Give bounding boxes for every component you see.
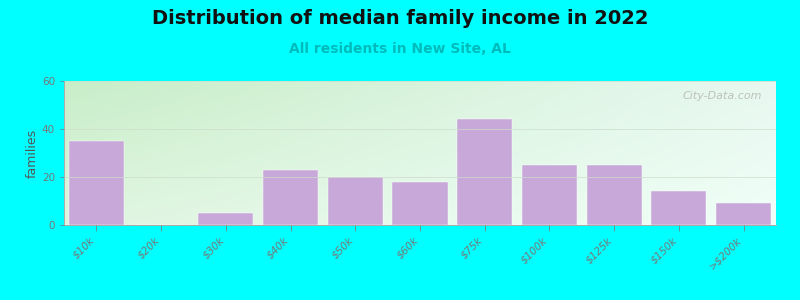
Bar <box>198 213 254 225</box>
Bar <box>458 119 512 225</box>
Text: City-Data.com: City-Data.com <box>682 91 762 101</box>
Bar <box>263 170 318 225</box>
Bar <box>651 191 706 225</box>
Bar <box>716 203 771 225</box>
Bar <box>328 177 382 225</box>
Bar <box>69 141 124 225</box>
Text: All residents in New Site, AL: All residents in New Site, AL <box>289 42 511 56</box>
Y-axis label: families: families <box>26 128 39 178</box>
Bar <box>393 182 447 225</box>
Bar <box>586 165 642 225</box>
Bar <box>522 165 577 225</box>
Text: Distribution of median family income in 2022: Distribution of median family income in … <box>152 9 648 28</box>
